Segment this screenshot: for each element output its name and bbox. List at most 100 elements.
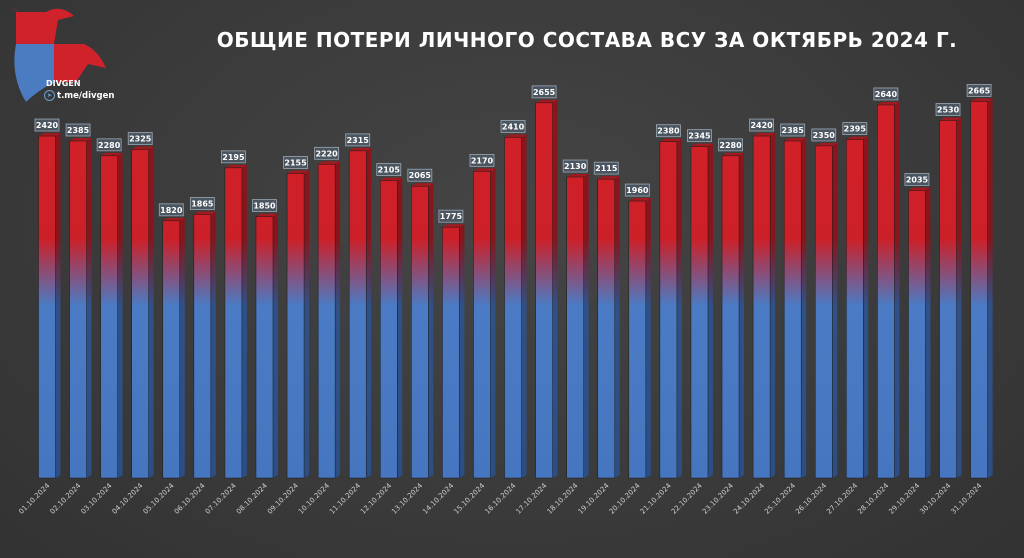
data-label-box xyxy=(407,168,433,182)
data-label: 2280 xyxy=(98,141,121,150)
bar xyxy=(473,171,491,479)
divgen-logo xyxy=(10,6,106,102)
data-label: 2105 xyxy=(378,166,401,175)
bar xyxy=(877,104,895,479)
x-tick-label: 21.10.2024 xyxy=(639,481,673,515)
data-label: 1775 xyxy=(440,212,463,221)
bar-side xyxy=(272,213,278,478)
bar xyxy=(597,178,616,479)
bar-top xyxy=(877,101,900,105)
data-label-box xyxy=(811,128,837,142)
data-label: 2325 xyxy=(129,134,152,143)
data-label-box xyxy=(656,124,681,138)
data-label-box xyxy=(34,118,60,132)
data-label: 2195 xyxy=(222,153,245,162)
bar-side xyxy=(583,174,589,478)
data-label: 2350 xyxy=(813,131,836,140)
x-tick-label: 27.10.2024 xyxy=(825,481,859,515)
data-label: 1960 xyxy=(626,186,649,195)
bar-side xyxy=(148,146,154,479)
bar xyxy=(628,200,647,479)
x-tick-label: 29.10.2024 xyxy=(887,481,921,515)
x-tick-label: 06.10.2024 xyxy=(173,481,207,515)
data-label: 2130 xyxy=(564,162,587,171)
data-label-box xyxy=(935,103,961,116)
x-tick-label: 01.10.2024 xyxy=(17,481,51,515)
data-label-box xyxy=(842,122,868,135)
bar xyxy=(442,226,460,479)
bar-side xyxy=(490,168,496,478)
bar xyxy=(162,220,181,479)
bar xyxy=(317,164,336,479)
bar-top xyxy=(690,143,713,147)
bar-top xyxy=(753,133,776,137)
bar xyxy=(286,173,305,479)
bar xyxy=(566,176,584,479)
bar-top xyxy=(815,142,838,146)
bar xyxy=(846,139,864,479)
x-tick-label: 03.10.2024 xyxy=(80,481,114,515)
bar xyxy=(348,150,367,479)
data-label: 1850 xyxy=(253,202,276,211)
x-tick-label: 31.10.2024 xyxy=(950,481,984,515)
data-label: 2420 xyxy=(36,121,59,130)
bar-top xyxy=(939,117,962,121)
data-label: 2395 xyxy=(844,125,867,134)
bar-side xyxy=(925,187,931,478)
x-tick-label: 20.10.2024 xyxy=(608,481,642,515)
x-tick-label: 14.10.2024 xyxy=(421,481,455,515)
bar xyxy=(193,214,212,479)
x-tick-label: 04.10.2024 xyxy=(111,481,145,515)
data-label: 2385 xyxy=(782,126,805,135)
x-tick-label: 24.10.2024 xyxy=(732,481,766,515)
bar-side xyxy=(241,164,247,478)
x-tick-label: 11.10.2024 xyxy=(328,481,362,515)
bar-top xyxy=(255,213,278,217)
bar xyxy=(131,149,149,479)
bar-top xyxy=(504,134,527,138)
data-label-box xyxy=(593,161,619,175)
bar-top xyxy=(100,152,123,156)
bar-top xyxy=(380,177,403,181)
bar-side xyxy=(676,138,682,478)
bar-side xyxy=(459,224,465,478)
bar-top xyxy=(131,146,154,150)
bar xyxy=(752,135,771,479)
bar-top xyxy=(193,211,216,215)
brand-name: DIVGEN xyxy=(46,79,81,88)
bar-top xyxy=(442,224,465,228)
data-label-box xyxy=(966,84,992,97)
bar-top xyxy=(846,136,869,140)
bar xyxy=(783,140,802,479)
bar-side xyxy=(86,137,92,478)
bar-side xyxy=(179,217,185,479)
bar xyxy=(690,146,709,479)
data-label: 2380 xyxy=(657,127,680,136)
bar-side xyxy=(366,147,372,478)
x-tick-label: 05.10.2024 xyxy=(142,481,176,515)
x-tick-label: 19.10.2024 xyxy=(577,481,611,515)
bar-side xyxy=(521,134,527,479)
bar-top xyxy=(659,138,682,142)
data-label-box xyxy=(96,138,122,152)
bar-side xyxy=(801,137,807,478)
bar-side xyxy=(894,101,900,478)
data-label: 2530 xyxy=(937,106,960,115)
bar-top xyxy=(411,183,434,187)
bar-side xyxy=(552,99,558,478)
bar-side xyxy=(55,133,61,478)
bar-top xyxy=(38,133,61,137)
bar-side xyxy=(614,176,620,478)
telegram-link[interactable]: ➤ t.me/divgen xyxy=(44,90,114,101)
bar xyxy=(224,167,243,479)
data-label: 2155 xyxy=(284,158,307,167)
x-tick-label: 12.10.2024 xyxy=(359,481,393,515)
x-tick-label: 09.10.2024 xyxy=(266,481,300,515)
bar-side xyxy=(956,117,962,479)
data-label: 2410 xyxy=(502,122,525,131)
data-label: 2345 xyxy=(688,132,711,141)
bar-side xyxy=(210,211,216,478)
data-label: 1820 xyxy=(160,206,183,215)
bar xyxy=(659,141,678,479)
